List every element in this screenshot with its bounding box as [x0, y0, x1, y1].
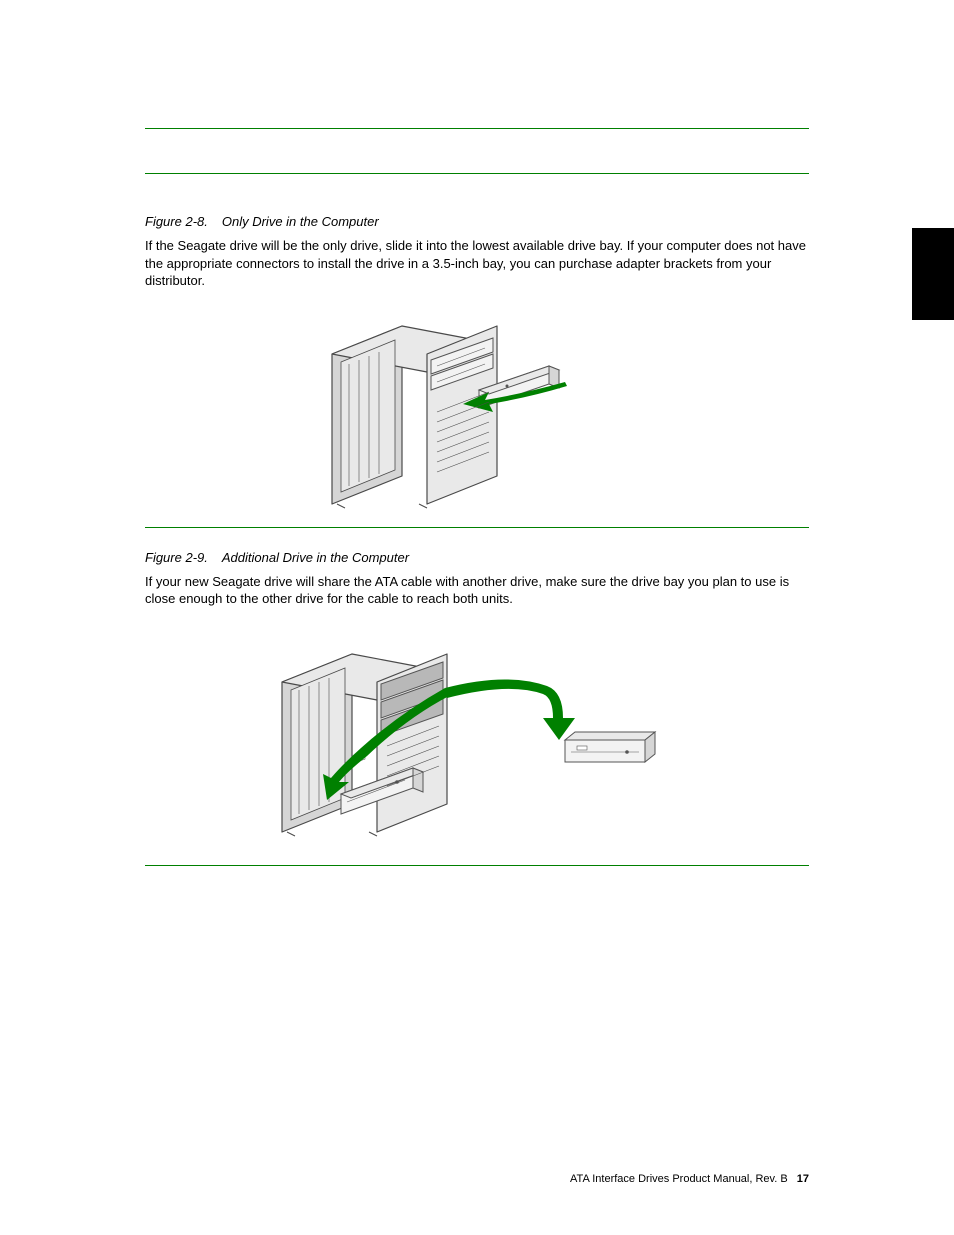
figure1-caption-text: Only Drive in the Computer [222, 214, 379, 229]
footer-title: ATA Interface Drives Product Manual, Rev… [570, 1173, 788, 1185]
footer-page: 17 [797, 1173, 809, 1185]
figure2-label: Figure 2-9. [145, 550, 208, 565]
figure1-body: If the Seagate drive will be the only dr… [145, 237, 809, 290]
figure2-caption-text: Additional Drive in the Computer [222, 550, 409, 565]
figure2-rule-bottom [145, 865, 809, 866]
header-rule-top [145, 128, 809, 129]
header-rules [145, 128, 809, 174]
figure2-illustration [145, 622, 809, 857]
figure1-label: Figure 2-8. [145, 214, 208, 229]
figure2-caption: Figure 2-9. Additional Drive in the Comp… [145, 550, 809, 565]
figure1-illustration [145, 304, 809, 519]
header-rule-bottom [145, 173, 809, 174]
page-tab [912, 228, 954, 320]
figure1-rule-bottom [145, 527, 809, 528]
page: Figure 2-8. Only Drive in the Computer I… [0, 0, 954, 1235]
page-footer: ATA Interface Drives Product Manual, Rev… [570, 1173, 809, 1185]
figure1-caption: Figure 2-8. Only Drive in the Computer [145, 214, 809, 229]
figure2-body: If your new Seagate drive will share the… [145, 573, 809, 608]
